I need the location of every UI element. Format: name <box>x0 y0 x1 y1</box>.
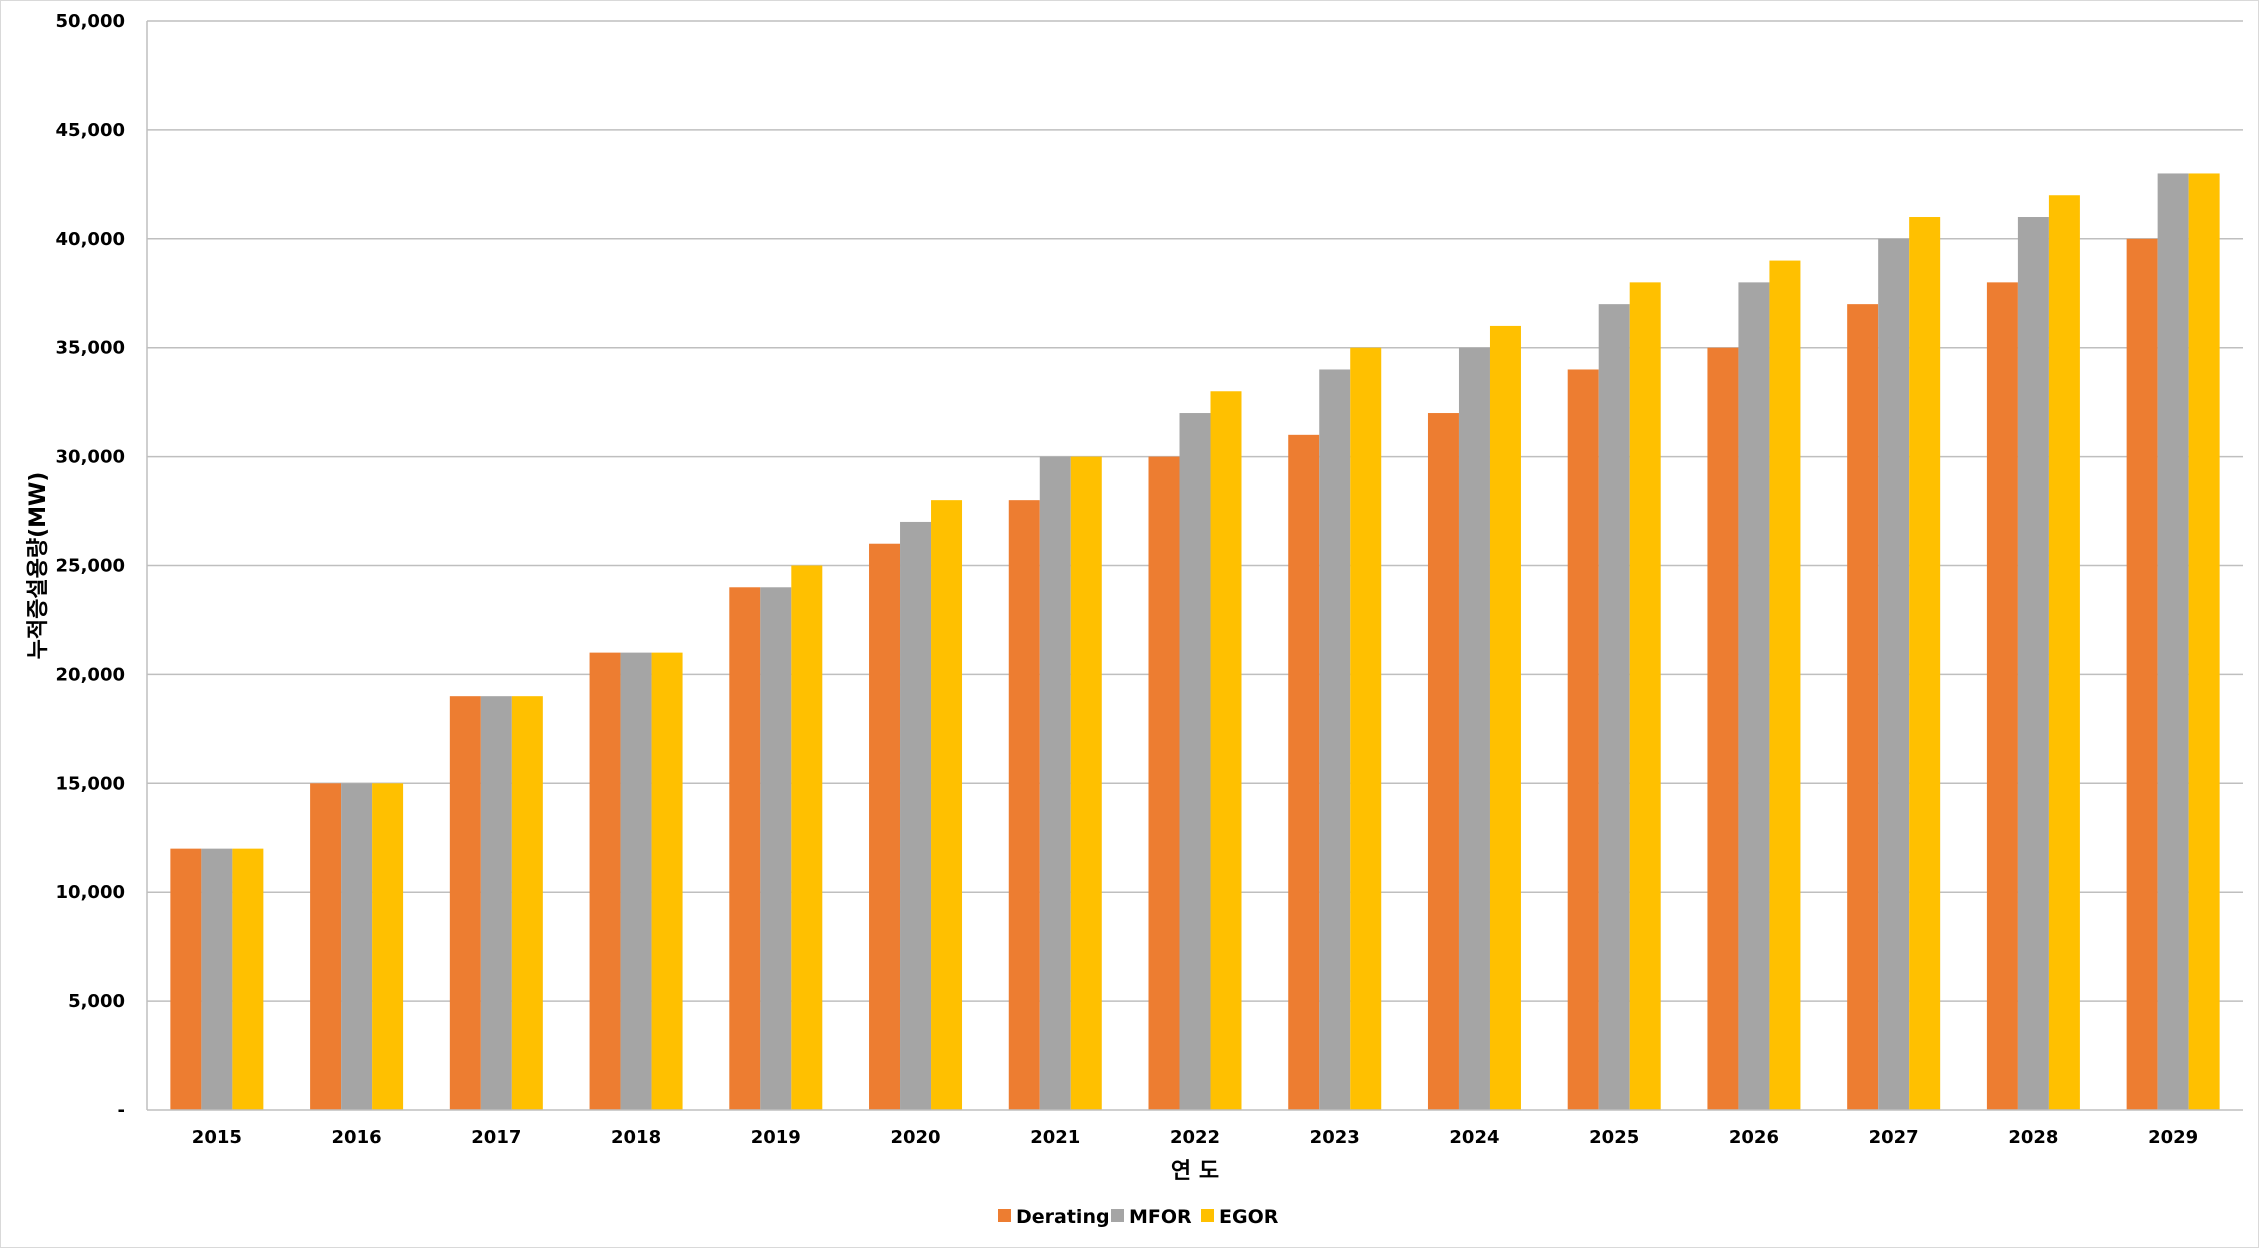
x-tick-label: 2016 <box>332 1127 382 1148</box>
bars <box>170 173 2220 1111</box>
y-tick-label: 50,000 <box>56 11 125 32</box>
bar-mfor-2026 <box>1738 282 1770 1110</box>
bar-mfor-2021 <box>1039 456 1071 1111</box>
bar-egor-2025 <box>1629 282 1661 1110</box>
bar-mfor-2028 <box>2017 217 2049 1110</box>
bar-derating-2021 <box>1008 500 1040 1110</box>
x-tick-label: 2017 <box>471 1127 521 1148</box>
bar-egor-2027 <box>1909 217 1941 1110</box>
bar-mfor-2017 <box>480 696 512 1110</box>
bar-egor-2015 <box>232 848 264 1110</box>
bar-mfor-2023 <box>1319 369 1351 1111</box>
bar-mfor-2019 <box>760 587 792 1110</box>
bar-mfor-2016 <box>341 783 373 1110</box>
y-tick-label: 25,000 <box>56 556 125 577</box>
bar-derating-2019 <box>729 587 761 1110</box>
bar-derating-2015 <box>170 848 202 1110</box>
bar-egor-2023 <box>1350 347 1382 1110</box>
x-tick-label: 2028 <box>2008 1127 2058 1148</box>
y-tick-label: 10,000 <box>56 882 125 903</box>
bar-derating-2023 <box>1288 434 1320 1110</box>
bar-egor-2022 <box>1210 391 1242 1110</box>
legend-label-egor: EGOR <box>1219 1206 1279 1228</box>
x-tick-label: 2022 <box>1170 1127 1220 1148</box>
x-tick-label: 2029 <box>2148 1127 2198 1148</box>
x-tick-label: 2025 <box>1589 1127 1639 1148</box>
bar-derating-2016 <box>310 783 342 1110</box>
bar-egor-2018 <box>651 652 683 1110</box>
y-tick-label: - <box>118 1100 125 1121</box>
bar-egor-2029 <box>2188 173 2220 1110</box>
bar-mfor-2024 <box>1458 347 1490 1110</box>
bar-mfor-2022 <box>1179 413 1211 1110</box>
bar-egor-2024 <box>1489 325 1521 1110</box>
bar-derating-2024 <box>1427 413 1459 1110</box>
bar-egor-2028 <box>2048 195 2080 1111</box>
bar-mfor-2020 <box>900 521 932 1110</box>
y-tick-label: 30,000 <box>56 447 125 468</box>
bar-mfor-2027 <box>1878 238 1910 1111</box>
y-tick-label: 35,000 <box>56 338 125 359</box>
axes <box>146 21 2243 1111</box>
bar-mfor-2015 <box>201 848 233 1110</box>
x-tick-label: 2024 <box>1449 1127 1499 1148</box>
bar-egor-2021 <box>1070 456 1102 1111</box>
y-tick-label: 20,000 <box>56 664 125 685</box>
y-axis-ticks: - 5,000 10,000 15,000 20,000 25,000 30,000 35,0… <box>56 11 125 1121</box>
x-tick-label: 2027 <box>1869 1127 1919 1148</box>
x-tick-label: 2023 <box>1310 1127 1360 1148</box>
y-tick-label: 15,000 <box>56 773 125 794</box>
bar-egor-2019 <box>791 565 823 1110</box>
bar-derating-2028 <box>1986 282 2018 1110</box>
y-tick-label: 40,000 <box>56 229 125 250</box>
bar-egor-2026 <box>1769 260 1801 1111</box>
bar-derating-2027 <box>1847 304 1879 1110</box>
x-tick-label: 2018 <box>611 1127 661 1148</box>
x-tick-label: 2020 <box>890 1127 940 1148</box>
bar-derating-2025 <box>1567 369 1599 1111</box>
legend: Derating MFOR EGOR <box>998 1206 1279 1228</box>
y-tick-label: 5,000 <box>68 991 125 1012</box>
legend-swatch-egor <box>1201 1209 1214 1222</box>
x-tick-label: 2019 <box>751 1127 801 1148</box>
bar-derating-2020 <box>869 543 901 1110</box>
bar-derating-2029 <box>2126 238 2158 1111</box>
legend-label-derating: Derating <box>1016 1206 1110 1228</box>
y-axis-title: 누적증설용량(MW) <box>26 472 51 660</box>
bar-egor-2020 <box>931 500 963 1110</box>
x-tick-label: 2021 <box>1030 1127 1080 1148</box>
legend-swatch-derating <box>998 1209 1011 1222</box>
bar-derating-2026 <box>1707 347 1739 1110</box>
bar-derating-2017 <box>449 696 481 1110</box>
bar-mfor-2025 <box>1598 304 1630 1110</box>
bar-derating-2022 <box>1148 456 1180 1111</box>
bar-mfor-2018 <box>620 652 652 1110</box>
bar-mfor-2029 <box>2157 173 2189 1110</box>
x-tick-label: 2026 <box>1729 1127 1779 1148</box>
x-axis-title: 연 도 <box>1171 1159 1219 1184</box>
bar-egor-2017 <box>511 696 543 1110</box>
bar-derating-2018 <box>589 652 621 1110</box>
legend-swatch-mfor <box>1111 1209 1124 1222</box>
y-tick-label: 45,000 <box>56 120 125 141</box>
x-axis-ticks: 2015 2016 2017 2018 2019 2020 2021 2022 2023 2024… <box>192 1127 2198 1148</box>
bar-egor-2016 <box>372 783 404 1110</box>
x-tick-label: 2015 <box>192 1127 242 1148</box>
legend-label-mfor: MFOR <box>1129 1206 1192 1228</box>
